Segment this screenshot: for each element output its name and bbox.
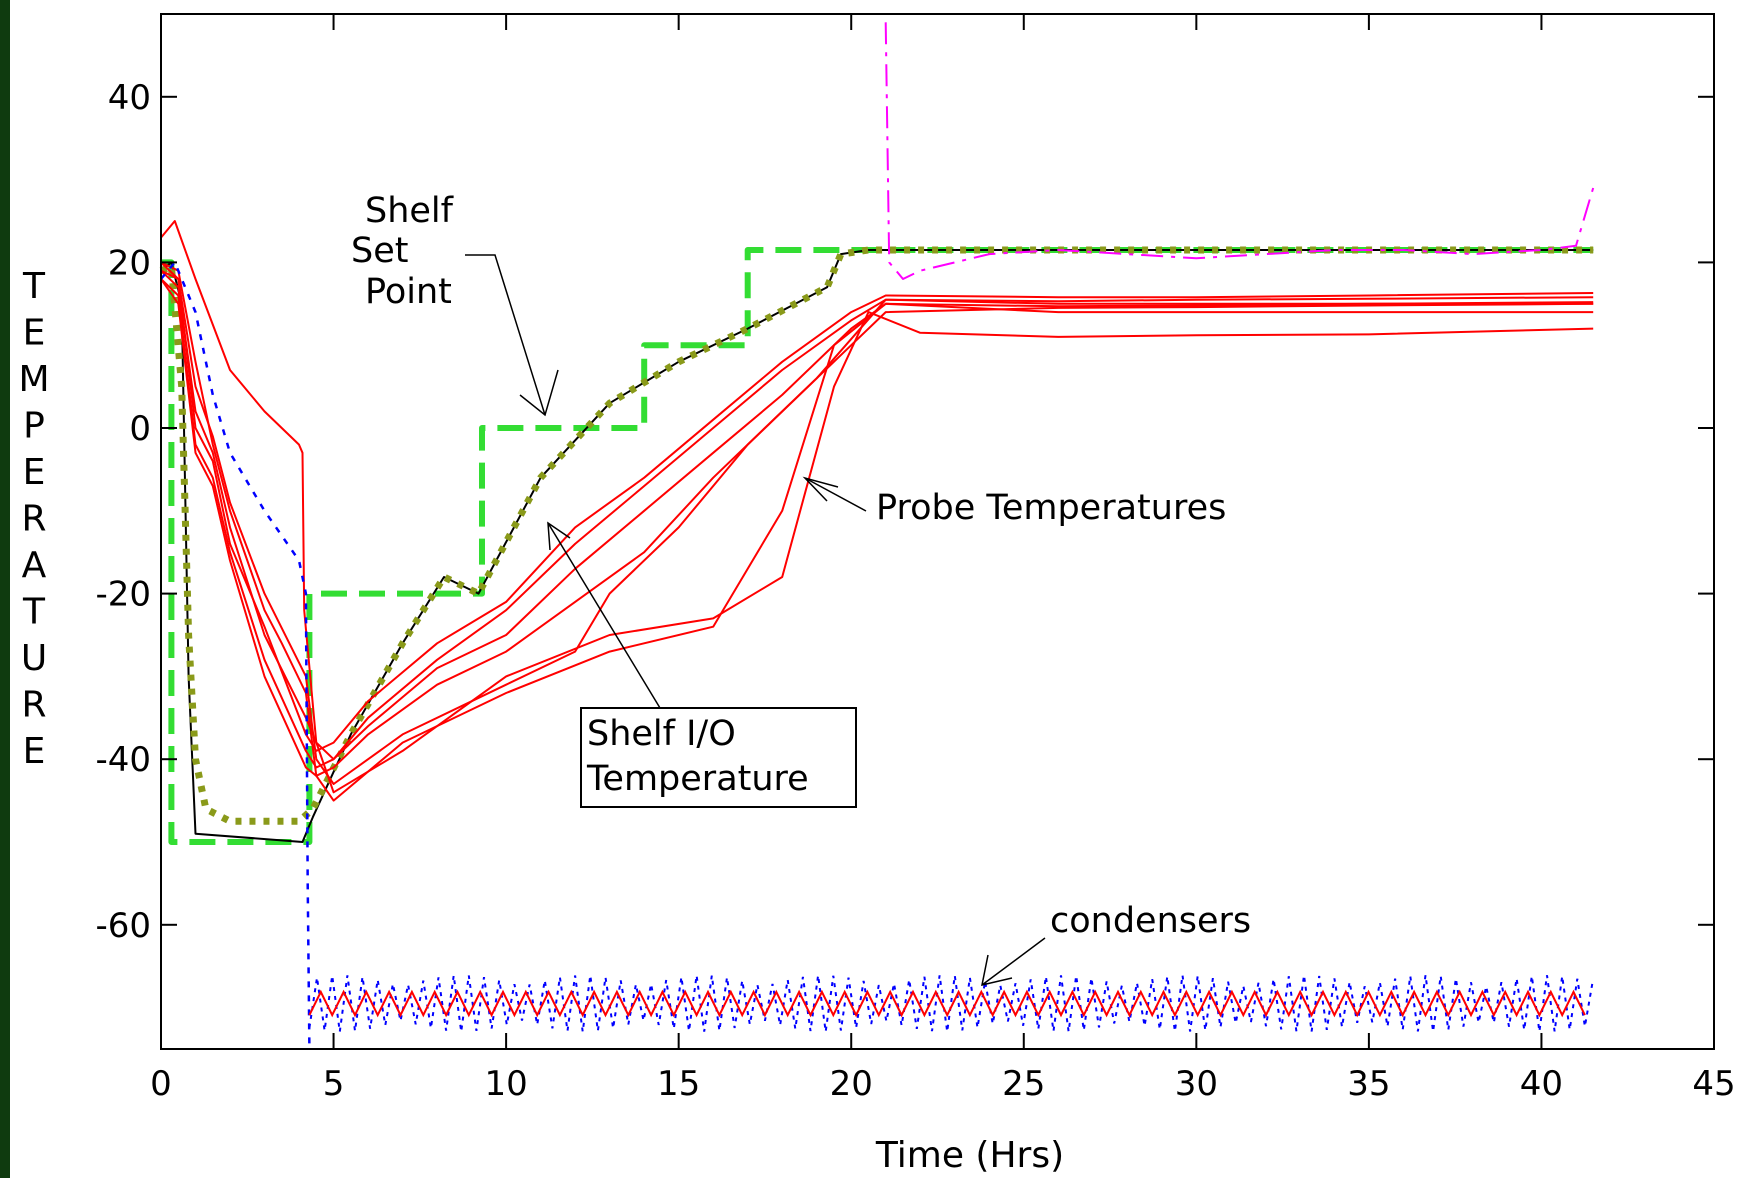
x-tick-label: 10 [484,1064,527,1104]
arrowhead-shelf-set-point [519,369,559,417]
series-line-shelf-set-point-0 [161,247,1594,845]
x-tick-label: 15 [657,1064,700,1104]
x-tick-label: 40 [1520,1064,1563,1104]
y-tick-label: -40 [95,740,151,780]
series-line-shelf-io-temperature-dotted-2 [159,246,1594,825]
series-layer [159,22,1595,1050]
arrow-shelf-set-point [465,254,546,416]
annotation-shelf-io: Shelf I/O Temperature [586,714,809,799]
arrow-probe-temperatures [804,477,867,512]
arrowhead-probe-temperatures [802,476,839,502]
x-tick-label: 25 [1002,1064,1045,1104]
series-line-probe-4 [160,261,1594,802]
x-tick-label: 5 [323,1064,345,1104]
series-line-magenta-trace-11 [884,22,1595,280]
series-line-probe-6 [160,269,1594,761]
arrow-shelf-io [547,522,661,709]
condenser-red-line [308,989,1586,1018]
x-tick-label: 30 [1175,1064,1218,1104]
axes-layer: 0 5 10 15 20 25 30 35 40 45 40 20 0 -20 -40 -60 Time (Hr… [18,13,1736,1176]
arrow-condensers [981,937,1046,986]
temperature-chart: 0 5 10 15 20 25 30 35 40 45 40 20 0 -20 -40 -60 Time (Hr… [18,13,1736,1176]
series-line-probe-8 [160,278,1594,769]
condenser-blue-line [308,975,1594,1032]
x-axis-title: Time (Hrs) [875,1135,1064,1176]
y-tick-label: -60 [95,906,151,946]
x-tick-label: 0 [150,1064,172,1104]
annotation-probe-temperatures: Probe Temperatures [876,488,1226,528]
series-line-probe-7 [160,269,1594,752]
y-tick-label: 20 [108,243,151,283]
x-tick-label: 35 [1347,1064,1390,1104]
y-tick-label: 40 [108,78,151,118]
series-line-probe-5 [160,261,1594,785]
annotation-condensers: condensers [1050,901,1251,941]
x-tick-label: 45 [1692,1064,1735,1104]
plot-area-border [160,13,1715,1050]
chart-frame: 0 5 10 15 20 25 30 35 40 45 40 20 0 -20 -40 -60 Time (Hr… [10,0,1756,1178]
annotation-shelf-set-point: Shelf Set Point [351,191,454,312]
arrowhead-shelf-io [547,521,571,551]
shelf-io-label-box [580,707,857,808]
series-line-probe-3 [160,220,1594,794]
y-tick-label: -20 [95,575,151,615]
x-tick-label: 20 [830,1064,873,1104]
arrowhead-condensers [981,954,1013,986]
series-line-probe-9 [160,278,1594,777]
y-tick-label: 0 [129,409,151,449]
annotation-layer: Shelf Set Point Probe Temperatures Shelf I/O… [351,191,1251,986]
series-line-probe-early-blue-10 [160,261,311,1050]
